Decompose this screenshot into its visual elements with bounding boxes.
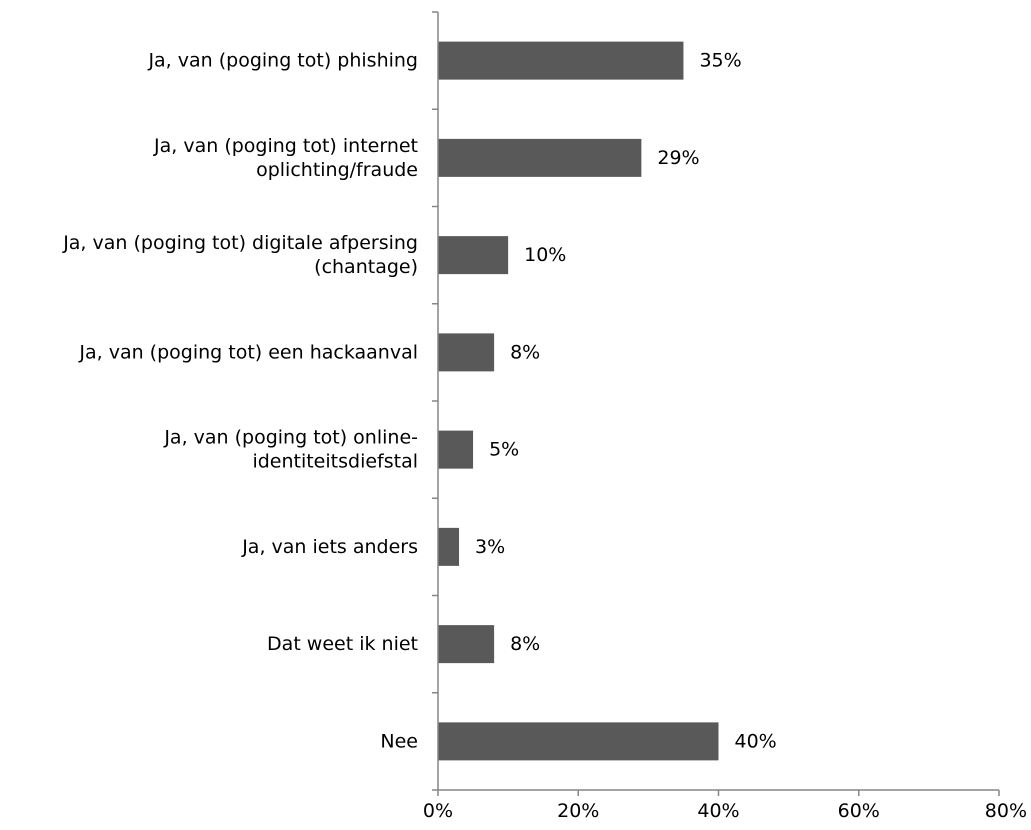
bar (438, 430, 474, 469)
axes-group (432, 11, 1000, 796)
category-label: Ja, van (poging tot) een hackaanval (78, 341, 418, 363)
bar (438, 625, 495, 664)
category-label-line: identiteitsdiefstal (252, 451, 418, 473)
category-label-line: Ja, van (poging tot) online- (163, 427, 418, 449)
bars-group (438, 41, 719, 761)
data-label: 29% (657, 147, 699, 169)
data-label: 8% (510, 341, 540, 363)
data-label: 8% (510, 633, 540, 655)
bar (438, 138, 642, 177)
labels-group: 35% Ja, van (poging tot) phishing 29% Ja, v… (62, 50, 1027, 822)
category-label-line: Ja, van (poging tot) internet (153, 135, 418, 157)
bar (438, 236, 509, 275)
category-label: Ja, van iets anders (241, 536, 418, 558)
category-label: Ja, van (poging tot) digitale afpersing(… (62, 232, 418, 278)
data-label: 10% (524, 244, 566, 266)
bar (438, 722, 719, 761)
data-label: 40% (735, 730, 777, 752)
data-label: 3% (475, 536, 505, 558)
category-label-line: (chantage) (314, 256, 418, 278)
category-label-line: Nee (380, 730, 418, 752)
data-label: 35% (699, 50, 741, 72)
category-label: Ja, van (poging tot) online-identiteitsd… (163, 427, 418, 473)
category-label-line: Ja, van (poging tot) phishing (147, 50, 418, 72)
x-tick-label: 40% (697, 800, 739, 822)
category-label-line: Ja, van (poging tot) digitale afpersing (62, 232, 418, 254)
category-label: Ja, van (poging tot) internet oplichting/… (153, 135, 418, 181)
x-tick-label: 60% (838, 800, 880, 822)
category-label-line: oplichting/fraude (256, 159, 418, 181)
bar (438, 527, 460, 566)
category-label-line: Dat weet ik niet (267, 633, 418, 655)
bar (438, 41, 684, 80)
bar (438, 333, 495, 372)
x-tick-label: 80% (985, 800, 1027, 822)
category-label: Ja, van (poging tot) phishing (147, 50, 418, 72)
category-label: Nee (380, 730, 418, 752)
data-label: 5% (489, 439, 519, 461)
category-label-line: Ja, van (poging tot) een hackaanval (78, 341, 418, 363)
x-tick-label: 0% (423, 800, 453, 822)
category-label-line: Ja, van iets anders (241, 536, 418, 558)
x-tick-label: 20% (557, 800, 599, 822)
category-label: Dat weet ik niet (267, 633, 418, 655)
